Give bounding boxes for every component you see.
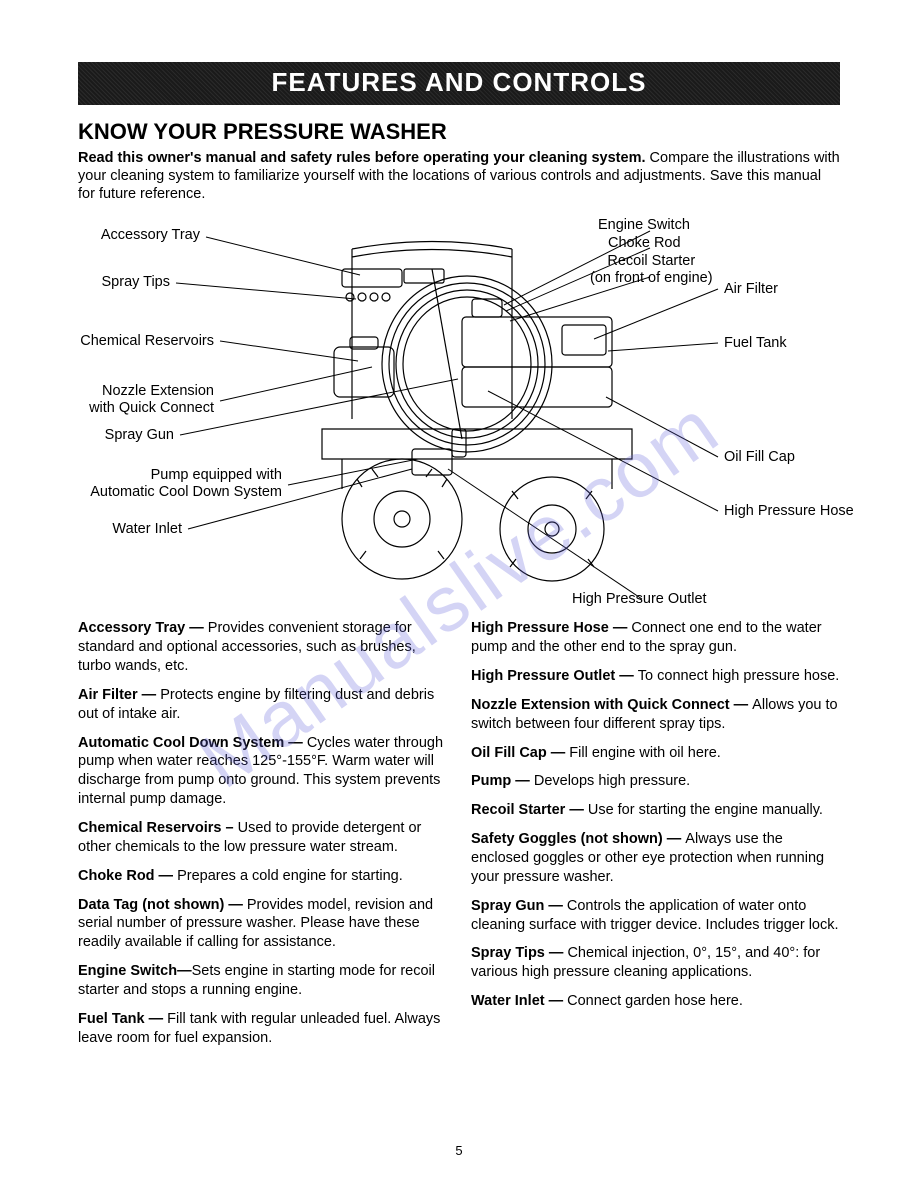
diagram-label: High Pressure Outlet xyxy=(572,591,707,608)
definition-item: Spray Gun — Controls the application of … xyxy=(471,897,840,935)
definition-text: Use for starting the engine manually. xyxy=(588,802,823,818)
diagram-label: Engine Switch xyxy=(598,217,690,234)
definition-item: Air Filter — Protects engine by filterin… xyxy=(78,686,447,724)
definition-text: Fill engine with oil here. xyxy=(569,745,721,761)
page-number: 5 xyxy=(0,1143,918,1158)
definition-item: High Pressure Outlet — To connect high p… xyxy=(471,667,840,686)
diagram-label: Spray Tips xyxy=(102,274,171,291)
definition-term: Water Inlet — xyxy=(471,993,567,1009)
definition-term: Fuel Tank — xyxy=(78,1011,167,1027)
definition-text: Prepares a cold engine for starting. xyxy=(177,868,403,884)
definition-text: To connect high pressure hose. xyxy=(638,668,840,684)
definitions-right-column: High Pressure Hose — Connect one end to … xyxy=(471,619,840,1057)
definition-term: Nozzle Extension with Quick Connect — xyxy=(471,697,752,713)
definitions-left-column: Accessory Tray — Provides convenient sto… xyxy=(78,619,447,1057)
definition-item: Oil Fill Cap — Fill engine with oil here… xyxy=(471,744,840,763)
diagram-label: Air Filter xyxy=(724,281,778,298)
definition-item: Nozzle Extension with Quick Connect — Al… xyxy=(471,696,840,734)
definition-term: High Pressure Hose — xyxy=(471,620,631,636)
diagram-label: Recoil Starter (on front of engine) xyxy=(590,253,713,286)
definition-term: Data Tag (not shown) — xyxy=(78,897,247,913)
definition-item: Pump — Develops high pressure. xyxy=(471,772,840,791)
diagram-label: Chemical Reservoirs xyxy=(80,333,214,350)
definition-term: Recoil Starter — xyxy=(471,802,588,818)
definition-item: Fuel Tank — Fill tank with regular unlea… xyxy=(78,1010,447,1048)
definition-item: Choke Rod — Prepares a cold engine for s… xyxy=(78,867,447,886)
definition-term: Choke Rod — xyxy=(78,868,177,884)
definition-item: Chemical Reservoirs – Used to provide de… xyxy=(78,819,447,857)
definition-term: Spray Tips — xyxy=(471,945,567,961)
definition-item: Spray Tips — Chemical injection, 0°, 15°… xyxy=(471,944,840,982)
diagram-label: Oil Fill Cap xyxy=(724,449,795,466)
definition-item: Water Inlet — Connect garden hose here. xyxy=(471,992,840,1011)
definition-item: High Pressure Hose — Connect one end to … xyxy=(471,619,840,657)
definition-item: Recoil Starter — Use for starting the en… xyxy=(471,801,840,820)
diagram-label: Pump equipped with Automatic Cool Down S… xyxy=(90,467,282,500)
intro-bold-text: Read this owner's manual and safety rule… xyxy=(78,150,646,166)
definition-term: Automatic Cool Down System — xyxy=(78,735,307,751)
diagram-label: Nozzle Extension with Quick Connect xyxy=(89,383,214,416)
diagram-label: Accessory Tray xyxy=(101,227,200,244)
diagram-label: Fuel Tank xyxy=(724,335,787,352)
labeled-diagram: Accessory Tray Spray Tips Chemical Reser… xyxy=(78,211,840,611)
diagram-label: Spray Gun xyxy=(105,427,174,444)
intro-paragraph: Read this owner's manual and safety rule… xyxy=(78,149,840,203)
definition-term: Oil Fill Cap — xyxy=(471,745,569,761)
definition-item: Safety Goggles (not shown) — Always use … xyxy=(471,830,840,887)
diagram-label: Water Inlet xyxy=(112,521,182,538)
definition-item: Data Tag (not shown) — Provides model, r… xyxy=(78,896,447,953)
definition-item: Accessory Tray — Provides convenient sto… xyxy=(78,619,447,676)
definition-term: Accessory Tray — xyxy=(78,620,208,636)
definition-item: Engine Switch—Sets engine in starting mo… xyxy=(78,962,447,1000)
definition-text: Develops high pressure. xyxy=(534,773,690,789)
definition-term: Engine Switch— xyxy=(78,963,192,979)
definition-term: Spray Gun — xyxy=(471,898,567,914)
diagram-label: High Pressure Hose xyxy=(724,503,854,520)
section-banner: FEATURES AND CONTROLS xyxy=(78,62,840,105)
section-subtitle: KNOW YOUR PRESSURE WASHER xyxy=(78,119,840,145)
definition-term: Chemical Reservoirs – xyxy=(78,820,238,836)
definition-text: Connect garden hose here. xyxy=(567,993,743,1009)
definition-term: High Pressure Outlet — xyxy=(471,668,638,684)
definition-term: Safety Goggles (not shown) — xyxy=(471,831,685,847)
diagram-label: Choke Rod xyxy=(608,235,681,252)
definition-term: Pump — xyxy=(471,773,534,789)
definitions-columns: Accessory Tray — Provides convenient sto… xyxy=(78,619,840,1057)
definition-term: Air Filter — xyxy=(78,687,160,703)
definition-item: Automatic Cool Down System — Cycles wate… xyxy=(78,734,447,809)
